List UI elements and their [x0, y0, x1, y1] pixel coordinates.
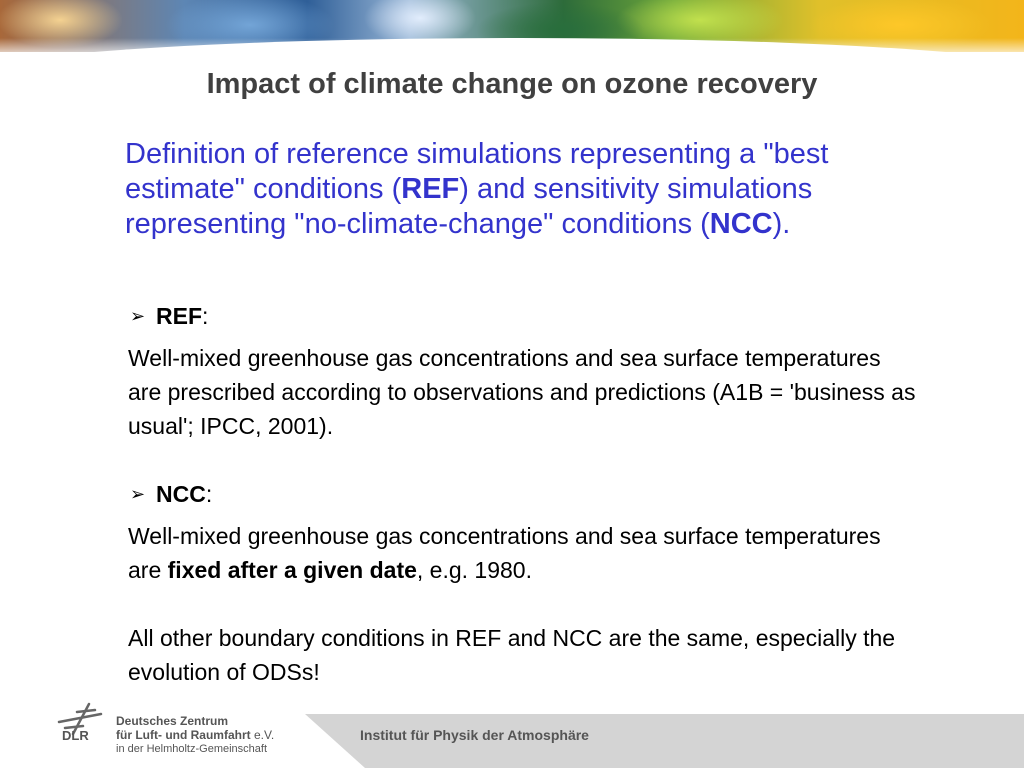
- org-name-line2-text: für Luft- und Raumfahrt: [116, 728, 251, 742]
- closing-statement: All other boundary conditions in REF and…: [128, 625, 896, 685]
- ncc-text-2: , e.g. 1980.: [416, 557, 532, 583]
- bullet-arrow-icon: ➢: [130, 484, 146, 504]
- org-name-line2: für Luft- und Raumfahrt e.V.: [116, 728, 274, 742]
- org-name-line3: in der Helmholtz-Gemeinschaft: [116, 743, 268, 755]
- ncc-heading: ➢ NCC:: [130, 481, 212, 508]
- ref-heading: ➢ REF:: [130, 303, 208, 330]
- header-banner-image: [0, 0, 1024, 52]
- ref-heading-label: REF: [156, 303, 202, 329]
- footer-band: [305, 714, 1024, 768]
- ref-description: Well-mixed greenhouse gas concentrations…: [128, 345, 916, 439]
- org-name-line1: Deutsches Zentrum: [116, 714, 229, 728]
- slide-title: Impact of climate change on ozone recove…: [206, 68, 818, 100]
- intro-ref-bold: REF: [401, 173, 460, 205]
- ncc-heading-colon: :: [205, 481, 213, 507]
- ncc-text-1: Well-mixed greenhouse gas concentrations…: [128, 523, 881, 583]
- banner-curve: [0, 38, 1024, 52]
- dlr-logo-icon: [57, 702, 103, 736]
- ncc-text-bold: fixed after a given date: [167, 557, 417, 583]
- intro-ncc-bold: NCC: [709, 208, 773, 240]
- org-name-suffix: e.V.: [254, 728, 275, 742]
- intro-text-3: ).: [772, 208, 791, 240]
- logo-label: DLR: [62, 728, 89, 743]
- ref-heading-colon: :: [202, 303, 209, 329]
- institute-name: Institut für Physik der Atmosphäre: [360, 727, 589, 743]
- intro-text-2: ) and sensitivity simulations representi…: [125, 173, 813, 240]
- ncc-heading-label: NCC: [156, 481, 206, 507]
- intro-paragraph: Definition of reference simulations repr…: [125, 137, 905, 242]
- intro-text-1: Definition of reference simulations repr…: [125, 138, 829, 205]
- bullet-arrow-icon: ➢: [130, 306, 146, 326]
- ncc-description: Well-mixed greenhouse gas concentrations…: [128, 519, 918, 587]
